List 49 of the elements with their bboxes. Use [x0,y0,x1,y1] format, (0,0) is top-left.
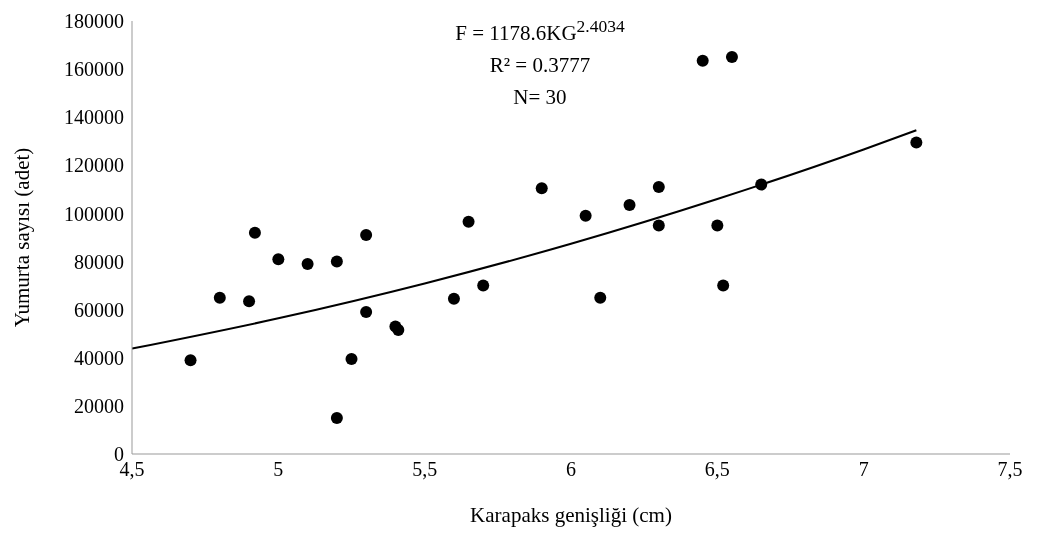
point [392,324,405,337]
point [243,295,256,308]
point [652,180,665,193]
y-tick-label: 100000 [64,202,124,225]
point [594,291,607,304]
point [717,279,730,292]
y-tick-label: 80000 [74,250,124,273]
line-series [132,129,918,350]
point [248,226,261,239]
point [345,352,358,365]
y-tick-label: 120000 [64,154,124,177]
x-tick-label: 6 [566,458,576,481]
point [535,182,548,195]
point [623,199,636,212]
point [579,209,592,222]
point [711,219,724,232]
point [301,257,314,270]
y-tick-label: 20000 [74,394,124,417]
point [330,411,343,424]
point [184,354,197,367]
x-tick-label: 5,5 [412,458,438,481]
x-axis-title: Karapaks genişliği (cm) [470,503,672,527]
point [213,291,226,304]
annotation: R² = 0.3777 [488,52,592,79]
point [696,54,709,67]
point [755,178,768,191]
x-tick-label: 6,5 [704,458,730,481]
point [462,215,475,228]
point [652,219,665,232]
y-tick-label: 0 [114,443,124,466]
annotation: F = 1178.6KG$^{2.4034}$ [454,15,626,47]
point [360,229,373,242]
point [447,292,460,305]
x-tick-label: 7,5 [997,458,1023,481]
annotation: N= 30 [512,84,568,111]
point [360,306,373,319]
y-tick-label: 140000 [64,106,124,129]
point [910,136,923,149]
point [272,253,285,266]
x-tick-label: 5 [273,458,284,481]
y-axis-title: Yumurta sayısı (adet) [10,147,35,328]
y-tick-label: 160000 [64,58,124,81]
point [477,279,490,292]
point [330,255,343,268]
point [725,51,738,64]
x-tick-label: 7 [858,458,869,481]
y-tick-label: 40000 [74,346,124,369]
y-tick-label: 180000 [64,10,124,33]
y-tick-label: 60000 [74,298,124,321]
